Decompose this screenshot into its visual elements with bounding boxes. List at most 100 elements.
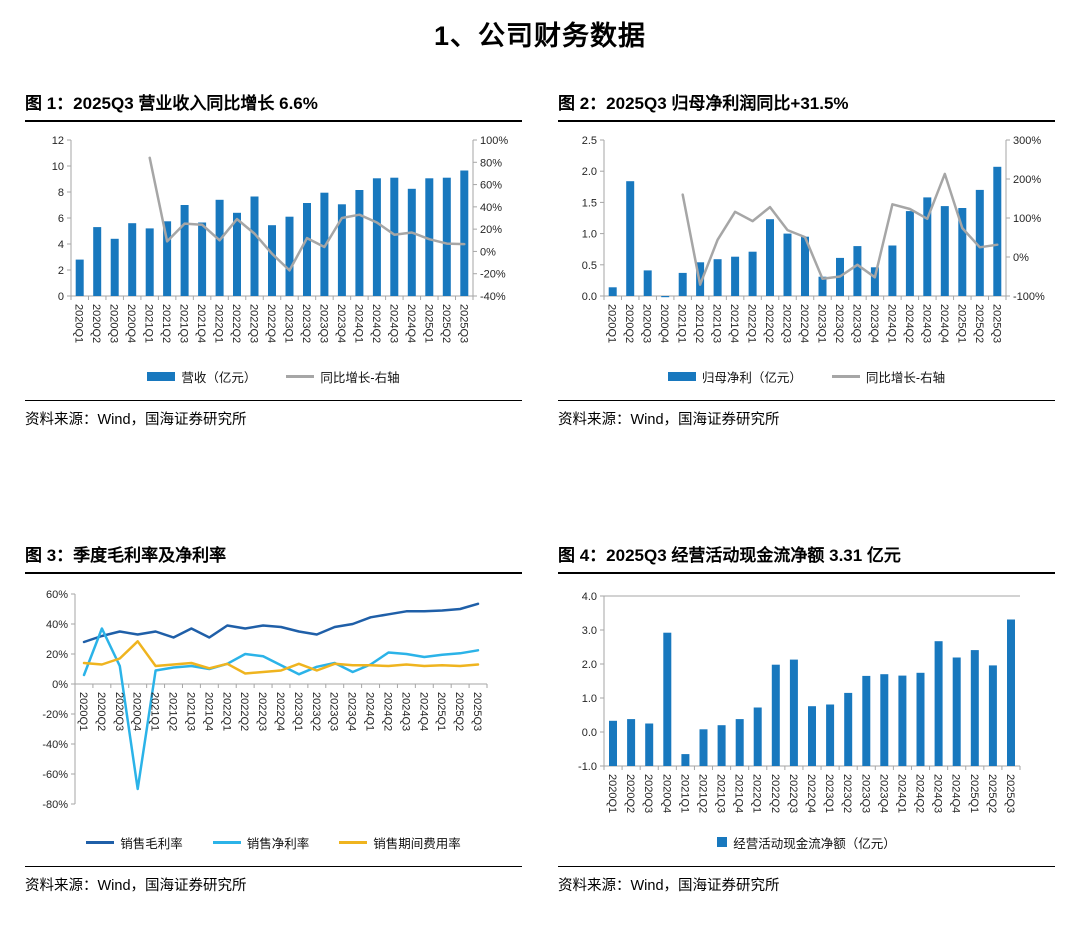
legend-label: 同比增长-右轴 — [865, 370, 946, 385]
source-wind: Wind， — [97, 878, 146, 894]
line-series — [82, 640, 480, 675]
source-wind: Wind， — [97, 412, 146, 428]
x-tick-label: 2020Q4 — [660, 774, 672, 813]
bar — [970, 650, 979, 766]
x-tick-label: 2025Q1 — [955, 304, 967, 343]
x-tick-label: 2020Q2 — [95, 692, 107, 731]
line — [82, 627, 480, 791]
legend-label: 销售毛利率 — [120, 836, 183, 851]
bar — [783, 233, 792, 296]
x-tick-label: 2021Q3 — [178, 304, 190, 343]
bar-series — [608, 166, 1002, 298]
right-tick-label: -100% — [1013, 291, 1045, 303]
figure-2: 图 2：2025Q3 归母净利润同比+31.5% 2.5 2.0 1.5 1.0 0.5… — [558, 89, 1055, 429]
x-tick-label: 2023Q3 — [850, 304, 862, 343]
x-tick-label: 2022Q3 — [248, 304, 260, 343]
bar — [180, 205, 189, 296]
x-tick-label: 2023Q1 — [823, 774, 835, 813]
x-tick-label: 2025Q3 — [990, 304, 1002, 343]
bar — [808, 706, 816, 766]
right-tick-label: 300% — [1013, 135, 1041, 147]
y-tick-label: -1.0 — [578, 761, 597, 773]
legend-bar-swatch — [147, 371, 176, 381]
x-tick-label: 2023Q2 — [300, 304, 312, 343]
x-tick-label: 2023Q3 — [859, 774, 871, 813]
bar — [93, 227, 102, 296]
bar — [993, 166, 1002, 296]
source-divider — [25, 400, 522, 401]
y-tick-label: -60% — [42, 769, 68, 781]
x-tick-label: 2025Q1 — [435, 692, 447, 731]
bar — [337, 204, 346, 296]
right-tick-label: 80% — [480, 157, 502, 169]
bar — [853, 246, 862, 296]
right-tick-label: -20% — [480, 269, 506, 281]
bar — [731, 256, 740, 296]
y-tick-label: 60% — [46, 589, 68, 601]
x-tick-label: 2022Q2 — [769, 774, 781, 813]
bar — [880, 674, 889, 766]
right-tick-label: 0% — [480, 246, 496, 258]
bar — [905, 211, 914, 296]
x-tick-label: 2022Q2 — [763, 304, 775, 343]
y-tick-label: 40% — [46, 619, 68, 631]
x-tick-label: 2020Q2 — [90, 304, 102, 343]
x-tick-label: 2020Q3 — [108, 304, 120, 343]
bar — [425, 178, 434, 296]
x-tick-label: 2021Q4 — [202, 692, 214, 731]
x-tick-label: 2024Q3 — [932, 774, 944, 813]
x-tick-label: 2021Q2 — [160, 304, 172, 343]
bar — [75, 259, 84, 296]
x-tick-label: 2022Q2 — [230, 304, 242, 343]
bar-series — [75, 170, 469, 297]
x-tick-label: 2022Q4 — [805, 774, 817, 813]
legend-label: 营收（亿元） — [181, 370, 257, 385]
source-prefix: 资料来源： — [558, 412, 631, 428]
y-tick-label: 0.0 — [582, 291, 597, 303]
line-series — [82, 627, 480, 791]
y-tick-label: 1.0 — [582, 229, 597, 241]
x-tick-label: 2023Q1 — [292, 692, 304, 731]
y-tick-label: 4 — [58, 239, 64, 251]
source-org: 国海证券研究所 — [678, 412, 780, 428]
line — [82, 640, 480, 675]
figure-3-title: 图 3：季度毛利率及净利率 — [25, 541, 522, 574]
figure-2-legend: 归母净利（亿元） 同比增长-右轴 — [558, 366, 1055, 386]
figure-4-title: 图 4：2025Q3 经营活动现金流净额 3.31 亿元 — [558, 541, 1055, 574]
x-axis-labels: 2020Q1 2020Q2 2020Q3 2020Q4 2021Q1 2021Q2 2021… — [73, 304, 470, 343]
figure-2-title: 图 2：2025Q3 归母净利润同比+31.5% — [558, 89, 1055, 122]
x-tick-label: 2023Q4 — [868, 304, 880, 343]
x-tick-label: 2024Q2 — [903, 304, 915, 343]
x-tick-label: 2020Q2 — [623, 304, 635, 343]
page-title: 1、公司财务数据 — [433, 21, 647, 51]
right-tick-label: 100% — [1013, 213, 1041, 225]
x-tick-label: 2023Q2 — [310, 692, 322, 731]
x-tick-label: 2020Q3 — [642, 774, 654, 813]
x-tick-label: 2024Q3 — [920, 304, 932, 343]
bar — [988, 665, 997, 766]
y-tick-label: 0% — [52, 679, 68, 691]
line-series — [82, 602, 480, 644]
x-tick-label: 2025Q3 — [1004, 774, 1016, 813]
bar — [1007, 619, 1015, 766]
y-tick-label: 3.0 — [582, 625, 597, 637]
x-tick-label: 2022Q1 — [213, 304, 225, 343]
bar — [390, 177, 399, 296]
source-wind: Wind， — [630, 878, 679, 894]
right-tick-label: 20% — [480, 224, 502, 236]
x-tick-label: 2022Q2 — [238, 692, 250, 731]
x-tick-label: 2020Q1 — [606, 304, 618, 343]
legend-item: 销售期间费用率 — [339, 833, 461, 852]
x-tick-label: 2021Q2 — [167, 692, 179, 731]
x-axis-labels: 2020Q1 2020Q2 2020Q3 2020Q4 2021Q1 2021Q2 2021… — [77, 692, 483, 731]
y-tick-label: 1.0 — [582, 693, 597, 705]
bar — [626, 181, 635, 296]
figures-grid: 图 1：2025Q3 营业收入同比增长 6.6% 12 10 8 6 4 2 0 100% 80… — [0, 89, 1080, 895]
y-tick-label: 6 — [58, 213, 64, 225]
bar — [826, 704, 835, 766]
line — [148, 156, 466, 272]
y-tick-label: 0.0 — [582, 727, 597, 739]
x-tick-label: 2021Q1 — [678, 774, 690, 813]
legend-line-swatch — [339, 840, 368, 844]
